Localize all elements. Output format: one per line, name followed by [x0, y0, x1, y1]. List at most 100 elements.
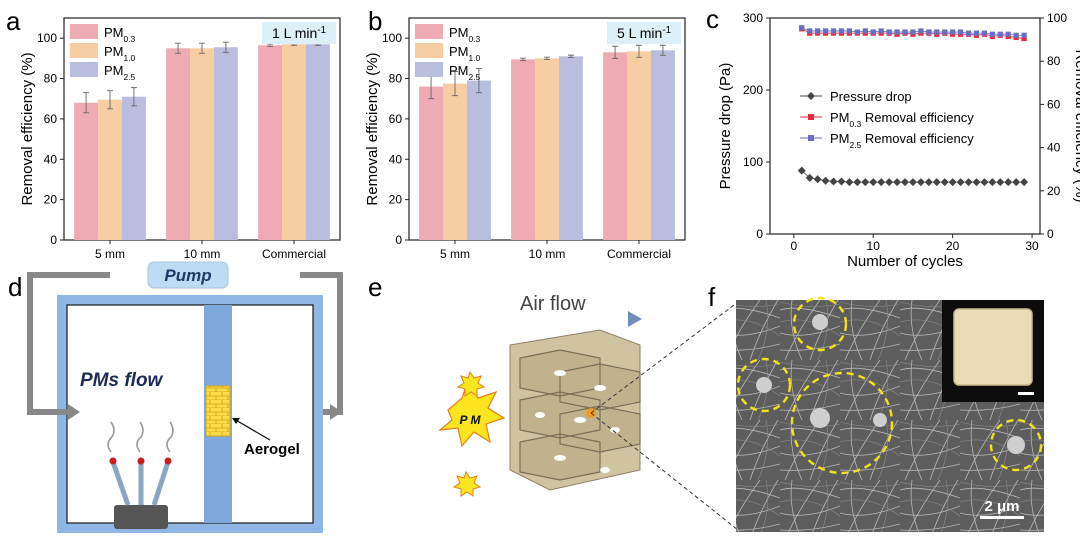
error-bar — [199, 42, 205, 54]
data-point-pm25 — [870, 29, 876, 35]
pump-label: Pump — [164, 266, 211, 285]
pm-particle-2 — [452, 470, 482, 497]
error-bar — [130, 87, 137, 107]
data-point-pm25 — [894, 29, 900, 35]
plot-frame — [769, 17, 1041, 235]
honeycomb-structure — [509, 329, 641, 491]
particle-highlight-2 — [736, 357, 792, 413]
data-point-pm25 — [997, 31, 1003, 37]
y-tick-label: 0 — [50, 233, 57, 247]
particle-highlight-3 — [790, 371, 894, 475]
aerogel-pointer — [233, 418, 271, 441]
scale-bar — [980, 516, 1024, 519]
error-bar — [83, 92, 90, 114]
y-right-tick-label: 100 — [1047, 11, 1067, 25]
data-point-pm25 — [1005, 31, 1011, 37]
legend-swatch — [415, 43, 443, 58]
data-point-pm25 — [822, 28, 829, 34]
data-point-pressure — [948, 178, 957, 187]
panel-label-d: d — [8, 272, 22, 302]
bar-PM03 — [74, 102, 99, 240]
data-point-pm25 — [918, 28, 924, 34]
data-point-pressure — [861, 178, 870, 187]
data-point-pressure — [980, 178, 989, 187]
bar-PM25 — [650, 50, 675, 240]
y-tick-label: 100 — [382, 31, 402, 45]
flow-rate-badge — [607, 22, 681, 44]
legend-swatch — [70, 62, 98, 77]
bar-PM10 — [535, 58, 559, 241]
y-axis-right-label: Removal efficiency (%) — [1072, 49, 1080, 202]
bar-PM25 — [466, 80, 491, 241]
scale-bar-label: 2 μm — [984, 498, 1019, 515]
data-point-pressure — [829, 177, 838, 186]
data-point-pm25 — [815, 28, 821, 34]
bar-PM25 — [213, 47, 238, 240]
y-tick-label: 40 — [389, 152, 403, 166]
y-tick-label: 20 — [44, 193, 58, 207]
data-point-pressure — [901, 178, 909, 187]
x-tick-label: 0 — [790, 239, 797, 253]
data-point-pressure — [845, 178, 854, 187]
outlet-arrowhead — [330, 404, 342, 420]
data-point-pressure — [853, 178, 862, 187]
zoom-line-bottom — [590, 412, 739, 531]
legend-label: PM2.5 Removal efficiency — [830, 131, 974, 150]
data-point-pressure — [805, 173, 814, 182]
y-tick-label: 20 — [389, 193, 403, 207]
y-tick-label: 40 — [44, 152, 58, 166]
data-point-pm25 — [1021, 32, 1027, 38]
data-point-pressure — [813, 175, 822, 184]
data-point-pressure — [821, 176, 830, 185]
y-tick-label: 0 — [395, 233, 402, 247]
legend-label: PM1.0 — [104, 44, 136, 63]
inlet-arrowhead — [68, 404, 80, 420]
flow-rate-label: 5 L min-1 — [617, 25, 671, 42]
legend-swatch — [70, 24, 98, 39]
error-bar — [636, 44, 642, 58]
pump-box — [147, 261, 229, 289]
y-right-tick-label: 40 — [1047, 141, 1061, 155]
ember-3 — [164, 457, 172, 465]
data-point-pm25 — [965, 30, 972, 36]
data-point-pm25 — [838, 28, 845, 34]
data-point-pressure — [1004, 178, 1013, 187]
x-tick-label: 30 — [1025, 239, 1039, 253]
error-bar — [475, 68, 482, 94]
panel-label-b: b — [368, 6, 382, 36]
legend-label: Pressure drop — [830, 89, 912, 104]
x-tick-label: 5 mm — [95, 247, 125, 261]
pm-source-box — [114, 505, 168, 529]
panel-label-a: a — [6, 6, 21, 36]
aerogel-label: Aerogel — [244, 441, 300, 458]
error-bar — [175, 42, 182, 54]
legend-label: PM2.5 — [104, 63, 136, 82]
bar-PM03 — [419, 86, 444, 240]
data-point-pm25 — [799, 25, 805, 31]
error-bar — [107, 90, 113, 110]
y-tick-label: 80 — [44, 72, 58, 86]
legend-marker — [808, 135, 814, 141]
flow-rate-label: 1 L min-1 — [272, 25, 326, 42]
data-point-pm25 — [934, 29, 940, 35]
data-point-pressure — [916, 178, 925, 187]
error-bar — [567, 54, 574, 59]
x-tick-label: 5 mm — [440, 247, 470, 261]
legend-label: PM0.3 — [104, 25, 136, 44]
error-bar — [544, 56, 550, 61]
y-tick-label: 60 — [44, 112, 58, 126]
legend-swatch — [415, 24, 443, 39]
data-point-pm25 — [973, 30, 980, 36]
panel-label-e: e — [368, 272, 382, 302]
legend-swatch — [415, 62, 443, 77]
smoke-2 — [136, 421, 144, 453]
data-point-pressure — [908, 178, 917, 187]
data-point-pm25 — [942, 29, 948, 35]
data-point-pm25 — [854, 29, 860, 35]
bar-PM25 — [558, 56, 583, 240]
setup-diagram: Pump Aerogel PMs flow — [27, 261, 343, 533]
particle-highlight-4 — [989, 418, 1043, 472]
y-tick-label: 100 — [743, 155, 763, 169]
bar-PM03 — [258, 45, 283, 240]
